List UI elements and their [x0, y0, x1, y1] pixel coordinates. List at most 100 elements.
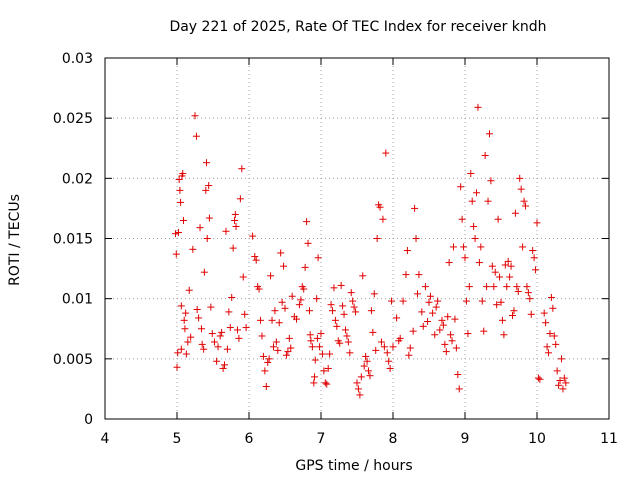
data-point [179, 170, 187, 178]
data-point [297, 296, 305, 304]
data-point [500, 331, 508, 339]
data-point [411, 204, 419, 212]
data-point [452, 344, 460, 352]
data-point [219, 364, 227, 372]
data-point [529, 247, 537, 255]
data-point [487, 177, 495, 185]
y-tick-label: 0.03 [62, 51, 93, 67]
data-point [249, 232, 257, 240]
data-point [174, 349, 182, 357]
data-point [210, 338, 218, 346]
data-point [504, 257, 512, 265]
data-point [532, 266, 540, 274]
data-point [255, 285, 263, 293]
data-point [262, 383, 270, 391]
data-point [346, 349, 354, 357]
data-point [510, 307, 518, 315]
data-point [344, 338, 352, 346]
data-point [197, 325, 205, 333]
data-point [562, 379, 570, 387]
data-point [218, 328, 226, 336]
data-point [317, 330, 325, 338]
data-point [506, 273, 514, 281]
data-point [356, 391, 364, 399]
data-point [306, 331, 314, 339]
data-point [336, 339, 344, 347]
data-point [458, 215, 466, 223]
x-tick-label: 4 [101, 431, 110, 447]
x-tick-label: 5 [173, 431, 182, 447]
data-point [494, 215, 502, 223]
data-point [352, 308, 360, 316]
data-point [462, 297, 470, 305]
data-point [556, 376, 564, 384]
data-point [277, 249, 285, 257]
x-tick-label: 8 [389, 431, 398, 447]
data-point [200, 268, 208, 276]
data-point [533, 219, 541, 227]
data-point [239, 273, 247, 281]
data-point [534, 374, 542, 382]
data-point [543, 343, 551, 351]
data-point [436, 326, 444, 334]
data-point [513, 283, 521, 291]
data-point [221, 361, 229, 369]
data-point [484, 197, 492, 205]
data-point [438, 316, 446, 324]
data-point [520, 197, 528, 205]
y-tick-label: 0.02 [62, 171, 93, 187]
data-point [184, 338, 192, 346]
data-point [185, 286, 193, 294]
data-point [324, 364, 332, 372]
data-point [280, 262, 288, 270]
data-point [363, 357, 371, 365]
data-point [367, 307, 375, 315]
data-point [191, 112, 199, 120]
data-point [175, 176, 183, 184]
data-point [523, 283, 531, 291]
data-point [457, 183, 465, 191]
data-point [340, 310, 348, 318]
chart-title: Day 221 of 2025, Rate Of TEC Index for r… [169, 19, 546, 35]
data-point [530, 254, 538, 262]
data-point [366, 372, 374, 380]
data-point [527, 310, 535, 318]
data-point [226, 324, 234, 332]
data-point [193, 305, 201, 313]
data-point [557, 355, 565, 363]
data-point [393, 314, 401, 322]
data-point [261, 367, 269, 375]
data-point [189, 245, 197, 253]
data-point [379, 215, 387, 223]
data-point [313, 295, 321, 303]
data-point [497, 298, 505, 306]
data-point [222, 227, 230, 235]
data-point [445, 259, 453, 267]
data-point [516, 174, 524, 182]
data-point [267, 272, 275, 280]
data-point [353, 379, 361, 387]
data-point [540, 309, 548, 317]
data-point [287, 344, 295, 352]
data-point [501, 261, 509, 269]
data-point [278, 298, 286, 306]
data-point [454, 370, 462, 378]
x-tick-label: 7 [317, 431, 326, 447]
data-point [177, 198, 185, 206]
y-tick-label: 0.01 [62, 292, 93, 308]
data-point [274, 346, 282, 354]
data-point [481, 151, 489, 159]
data-point [233, 326, 241, 334]
data-point [258, 332, 266, 340]
data-point [326, 350, 334, 358]
data-point [509, 312, 517, 320]
data-point [429, 309, 437, 317]
data-point [331, 316, 339, 324]
data-point [369, 328, 377, 336]
data-point [208, 330, 216, 338]
data-point [560, 374, 568, 382]
data-point [330, 284, 338, 292]
data-point [388, 297, 396, 305]
data-point [471, 235, 479, 242]
